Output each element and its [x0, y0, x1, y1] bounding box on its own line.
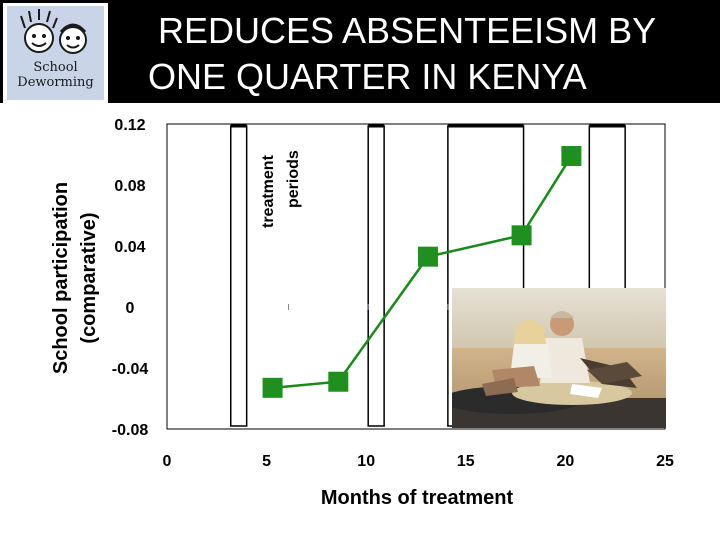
annotation-treatment: treatment — [260, 154, 277, 228]
annotation-periods: periods — [285, 150, 302, 208]
logo-text: School Deworming — [7, 60, 104, 90]
slide-title-line-2: ONE QUARTER IN KENYA — [148, 56, 587, 97]
logo-line-deworming: Deworming — [17, 75, 94, 90]
x-axis-title: Months of treatment — [321, 487, 514, 509]
data-point-marker — [561, 146, 582, 167]
logo-line-school: School — [33, 60, 78, 75]
x-tick-label: 25 — [656, 453, 674, 470]
title-banner: School Deworming REDUCES ABSENTEEISM BY … — [0, 0, 720, 103]
plot-frame — [166, 123, 666, 430]
x-tick-label: 15 — [457, 453, 475, 470]
data-point-marker — [328, 371, 349, 392]
series-group — [262, 146, 582, 398]
y-tick-label: -0.04 — [112, 361, 149, 378]
deworming-photo — [452, 288, 666, 428]
y-tick-label: 0 — [126, 300, 135, 317]
treatment-period-bar-2 — [367, 125, 385, 427]
children-faces-icon — [20, 9, 87, 54]
y-axis-title-line-1: School participation — [50, 182, 72, 374]
logo-panel: School Deworming — [7, 6, 104, 100]
data-point-marker — [417, 246, 438, 267]
slide-title: REDUCES ABSENTEEISM BY ONE QUARTER IN KE… — [148, 8, 718, 100]
treatment-period-bar-1 — [229, 125, 248, 427]
data-point-marker — [511, 225, 532, 246]
y-axis-title-line-2: (comparative) — [78, 212, 100, 343]
x-tick-label: 0 — [163, 453, 172, 470]
y-tick-label: 0.12 — [114, 117, 145, 134]
x-tick-label: 20 — [557, 453, 575, 470]
data-point-marker — [262, 377, 283, 398]
x-tick-label: 10 — [357, 453, 375, 470]
y-tick-labels: 0.12 0.08 0.04 0 -0.04 -0.08 — [112, 117, 149, 439]
x-tick-label: 5 — [262, 453, 271, 470]
slide-title-line-1: REDUCES ABSENTEEISM BY — [158, 10, 657, 51]
y-tick-label: 0.08 — [114, 178, 145, 195]
photo-illustration — [452, 288, 666, 428]
y-tick-label: -0.08 — [112, 422, 149, 439]
y-tick-label: 0.04 — [114, 239, 145, 256]
zero-line-marks — [288, 304, 449, 310]
school-deworming-logo: School Deworming — [3, 3, 108, 103]
x-tick-labels: 0 5 10 15 20 25 — [163, 453, 674, 470]
